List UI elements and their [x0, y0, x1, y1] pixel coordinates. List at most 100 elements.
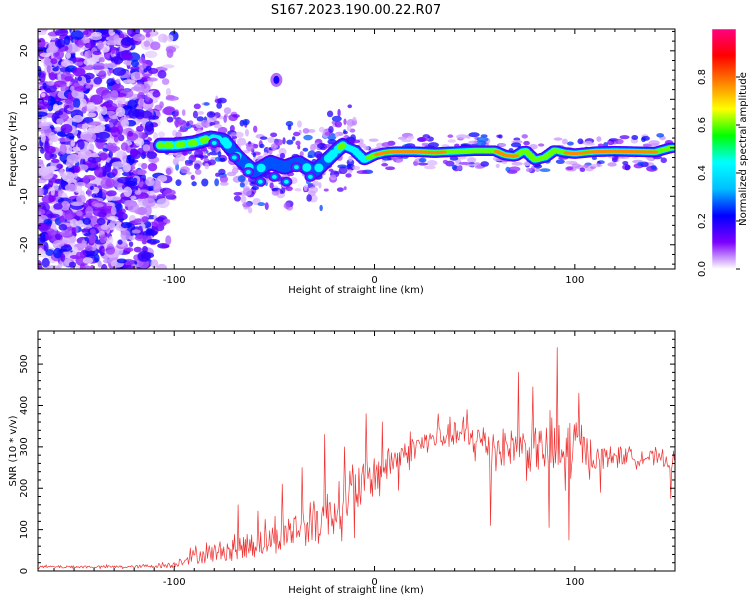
spectrogram-noise-blob	[87, 125, 101, 134]
spectrogram-noise-blob	[329, 174, 337, 181]
spectrogram-noise-blob	[100, 263, 108, 269]
spectrogram-noise-blob	[122, 152, 127, 163]
spectrogram-noise-blob	[231, 167, 239, 174]
spectrogram-noise-blob	[107, 195, 122, 201]
spectrogram-noise-blob	[307, 129, 316, 133]
spectrogram-noise-blob	[40, 121, 53, 127]
spectrogram-noise-blob	[347, 169, 353, 174]
spectrogram-ridge-cell	[441, 150, 447, 154]
spectrogram-noise-blob	[324, 131, 331, 136]
spectrogram-noise-blob	[120, 119, 130, 128]
spectrogram-noise-blob	[50, 186, 55, 197]
spectrogram-noise-blob	[38, 187, 44, 197]
spectrogram-noise-blob	[213, 123, 222, 129]
spectrogram-noise-blob	[92, 50, 102, 56]
spectrogram-noise-blob	[108, 122, 114, 128]
spectrogram-noise-blob	[117, 95, 126, 105]
spectrogram-noise-blob	[565, 160, 575, 165]
spectrogram-noise-blob	[98, 70, 107, 80]
spectrogram-noise-blob	[456, 165, 463, 171]
spectrogram-noise-blob	[64, 213, 73, 220]
spectrogram-noise-blob	[43, 218, 53, 225]
spectrogram-noise-blob	[223, 115, 228, 123]
spectrogram-noise-blob	[214, 178, 220, 187]
spectrogram-noise-blob	[133, 246, 142, 253]
spectrogram-noise-blob	[166, 116, 174, 123]
spectrogram-noise-blob	[105, 246, 116, 255]
spectrogram-noise-blob	[567, 141, 574, 146]
spectrogram-noise-blob	[56, 118, 64, 125]
spectrogram-noise-blob	[251, 185, 259, 191]
spectrogram-noise-blob	[318, 126, 325, 133]
spectrogram-noise-blob	[650, 165, 657, 170]
spectrogram-noise-blob	[273, 75, 280, 84]
spectrogram-noise-blob	[116, 258, 127, 264]
spectrogram-noise-blob	[83, 265, 91, 269]
spectrogram-noise-blob	[456, 134, 468, 139]
spectrogram-noise-blob	[89, 185, 94, 191]
spectrogram-noise-blob	[54, 39, 66, 48]
spectrogram-noise-blob	[120, 229, 131, 241]
spectrogram-noise-blob	[86, 64, 95, 71]
spectrogram-noise-blob	[50, 158, 60, 163]
spectrogram-noise-blob	[156, 197, 170, 209]
spectrogram-noise-blob	[239, 182, 245, 188]
spectrogram-noise-blob	[72, 114, 84, 123]
spectrogram-noise-blob	[151, 29, 157, 37]
spectrogram-ridge-cell	[294, 165, 299, 170]
spectrogram-noise-blob	[47, 180, 54, 188]
spectrogram-noise-blob	[457, 155, 467, 160]
spectrogram-noise-blob	[130, 148, 138, 158]
spectrogram-noise-blob	[259, 143, 265, 149]
spectrogram-noise-blob	[233, 191, 243, 196]
spectrogram-noise-blob	[134, 235, 148, 242]
spectrogram-noise-blob	[336, 187, 344, 192]
spectrogram-noise-blob	[120, 142, 129, 151]
spectrogram-noise-blob	[442, 159, 448, 164]
spectrogram-noise-blob	[40, 133, 46, 143]
spectrogram-noise-blob	[44, 145, 56, 154]
spectrogram-noise-blob	[94, 253, 100, 263]
spectrogram-noise-blob	[53, 203, 63, 210]
spectrogram-noise-blob	[142, 144, 151, 152]
spectrogram-noise-blob	[363, 145, 370, 151]
spectrogram-noise-blob	[334, 120, 343, 128]
spectrogram-noise-blob	[270, 132, 278, 138]
spectrogram-noise-blob	[42, 82, 47, 90]
spectrogram-noise-blob	[186, 121, 190, 127]
spectrogram-noise-blob	[237, 175, 246, 183]
spectrogram-noise-blob	[553, 137, 563, 141]
spectrogram-noise-blob	[476, 136, 489, 143]
spectrogram-noise-blob	[95, 86, 110, 96]
spectrogram-ridge-cell	[166, 142, 174, 149]
spectrogram-noise-blob	[534, 167, 541, 173]
colorbar-tick-label: 0.2	[697, 213, 708, 229]
spectrogram-noise-blob	[458, 161, 471, 165]
spectrogram-noise-blob	[328, 125, 334, 134]
spectrogram-noise-blob	[498, 134, 503, 139]
spectrogram-noise-blob	[92, 208, 106, 217]
spectrogram-noise-blob	[537, 143, 545, 147]
spectrogram-noise-blob	[60, 200, 70, 211]
spectrogram-noise-blob	[156, 263, 168, 269]
spectrogram-noise-blob	[48, 195, 56, 203]
spectrogram-noise-blob	[624, 164, 631, 171]
spectrogram-noise-blob	[74, 60, 84, 66]
spectrogram-noise-blob	[127, 130, 134, 137]
spectrogram-noise-blob	[95, 138, 108, 143]
spectrogram-noise-blob	[510, 142, 522, 148]
snr-x-tick-label: 100	[565, 577, 584, 588]
spectrogram-noise-blob	[64, 43, 79, 54]
spectrogram-noise-blob	[611, 156, 619, 161]
spectrogram-noise-blob	[148, 185, 154, 191]
spectrogram-noise-blob	[77, 164, 89, 171]
spectrogram-noise-blob	[426, 160, 438, 166]
spectrogram-noise-blob	[505, 166, 511, 172]
spectrogram-noise-blob	[181, 109, 186, 116]
spectrogram-noise-blob	[257, 202, 266, 207]
spectrogram-noise-blob	[89, 265, 95, 269]
spectrogram-noise-blob	[77, 76, 83, 82]
spectrogram-y-tick-label: 20	[19, 44, 30, 57]
spectrogram-noise-blob	[108, 150, 113, 158]
